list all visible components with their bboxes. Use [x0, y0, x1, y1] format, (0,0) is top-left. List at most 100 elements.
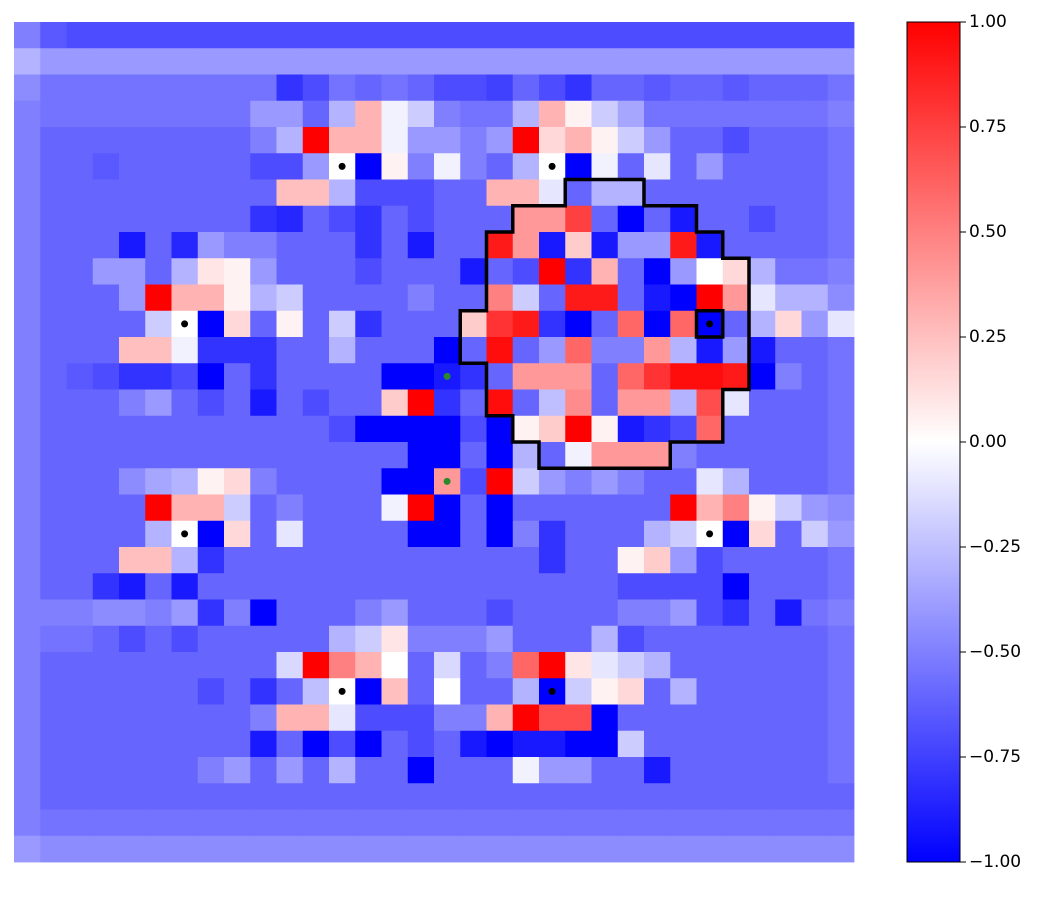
cell: [224, 835, 251, 863]
cell: [696, 547, 724, 574]
cell: [119, 520, 146, 548]
cell: [381, 310, 409, 338]
cell: [827, 599, 855, 627]
cell: [617, 468, 645, 495]
cell: [302, 415, 330, 443]
cell: [696, 809, 724, 837]
cell: [670, 127, 697, 154]
cell: [670, 599, 697, 627]
cell: [145, 547, 172, 574]
cell: [696, 284, 724, 312]
cell: [145, 48, 172, 75]
cell: [434, 153, 461, 180]
cell: [407, 678, 435, 705]
cell: [565, 573, 592, 600]
cell: [276, 442, 304, 469]
cell: [171, 835, 199, 863]
cell: [381, 625, 409, 653]
cell: [512, 678, 540, 705]
cell: [539, 652, 566, 679]
cell: [775, 573, 802, 600]
cell: [670, 783, 697, 810]
cell: [250, 232, 277, 259]
cell: [224, 783, 251, 810]
cell: [119, 573, 146, 600]
cell: [407, 625, 435, 653]
cell: [355, 625, 382, 653]
cell: [171, 337, 199, 364]
cell: [145, 652, 172, 679]
cell: [539, 809, 566, 837]
cell: [224, 652, 251, 679]
cell: [617, 547, 645, 574]
cell: [171, 127, 199, 154]
cell: [749, 100, 776, 128]
cell: [355, 757, 382, 784]
cell: [66, 310, 94, 338]
cell: [644, 809, 671, 837]
cell: [14, 48, 41, 75]
cell: [224, 363, 251, 390]
cell: [224, 573, 251, 600]
cell: [329, 730, 356, 758]
cell: [250, 809, 277, 837]
cell: [486, 783, 514, 810]
cell: [381, 337, 409, 364]
cell: [644, 284, 671, 312]
cell: [407, 442, 435, 469]
cell: [145, 179, 172, 207]
cell: [722, 363, 750, 390]
cell: [591, 468, 619, 495]
cell: [749, 48, 776, 75]
cell: [486, 494, 514, 522]
cell: [197, 74, 225, 102]
cell: [381, 284, 409, 312]
cell: [171, 809, 199, 837]
cell: [66, 284, 94, 312]
cell: [276, 127, 304, 154]
cell: [775, 48, 802, 75]
cell: [670, 678, 697, 705]
cell: [119, 599, 146, 627]
cell: [224, 100, 251, 128]
cell: [591, 678, 619, 705]
cell: [801, 547, 829, 574]
colorbar: [906, 21, 961, 863]
cell: [250, 573, 277, 600]
cell: [539, 389, 566, 417]
cell: [565, 337, 592, 364]
cell: [670, 389, 697, 417]
cell: [670, 205, 697, 233]
cell: [722, 310, 750, 338]
cell: [355, 678, 382, 705]
cell: [460, 179, 487, 207]
cell: [302, 599, 330, 627]
cell: [381, 363, 409, 390]
cell: [145, 310, 172, 338]
cell: [276, 573, 304, 600]
cell: [565, 258, 592, 285]
cell: [329, 520, 356, 548]
cell: [355, 48, 382, 75]
cell: [381, 573, 409, 600]
cell: [302, 48, 330, 75]
cell: [276, 599, 304, 627]
cell: [512, 310, 540, 338]
cell: [66, 363, 94, 390]
cell: [171, 547, 199, 574]
cell: [591, 652, 619, 679]
cell: [40, 520, 67, 548]
cell: [565, 757, 592, 784]
cell: [644, 783, 671, 810]
cell: [66, 809, 94, 837]
cell: [670, 547, 697, 574]
cell: [407, 730, 435, 758]
cell: [355, 835, 382, 863]
cell: [224, 258, 251, 285]
cell: [827, 127, 855, 154]
cell: [749, 153, 776, 180]
cell: [696, 232, 724, 259]
annotations: [181, 162, 751, 695]
cell: [486, 599, 514, 627]
cell: [119, 153, 146, 180]
